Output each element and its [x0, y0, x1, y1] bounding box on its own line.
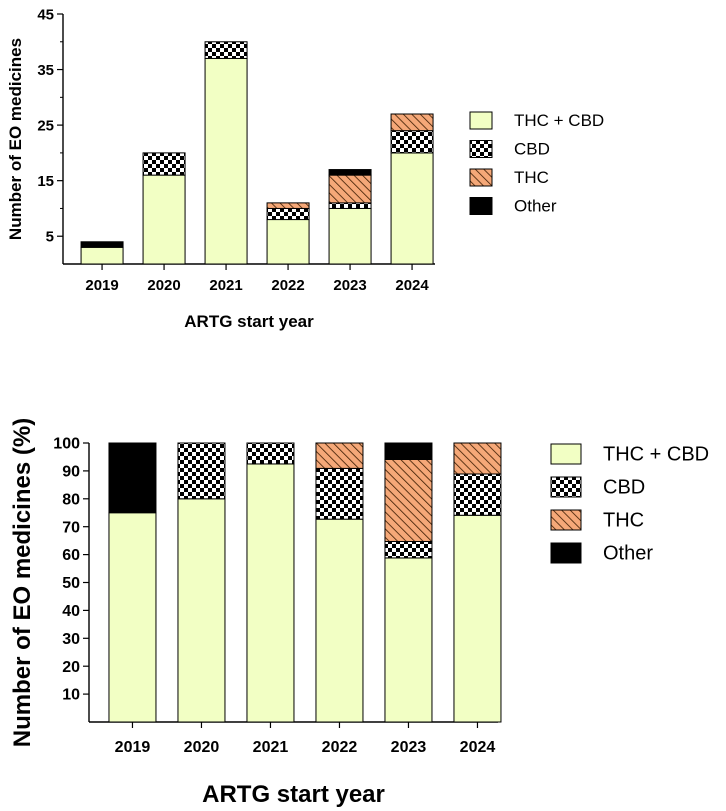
top-bar-2023-cbd: [328, 202, 372, 209]
bottom-legend-label-other: Other: [603, 542, 653, 564]
bottom-bar-2021-thc-cbd: [246, 463, 295, 723]
top-bar-2023-thc: [328, 174, 372, 204]
top-y-tick-label: 45: [37, 6, 54, 23]
bottom-legend-label-thc: THC: [603, 509, 644, 531]
top-bar-2024-cbd: [390, 130, 434, 154]
bottom-x-axis-title: ARTG start year: [202, 781, 385, 808]
bottom-y-tick-label: 40: [62, 603, 80, 620]
bottom-x-tick-label: 2024: [460, 739, 496, 756]
chart-bottom: 10 20 30 40 50 60 70 80 90 100 2019 2020 2021 2022 202…: [9, 418, 709, 808]
bottom-bar-2024-cbd: [453, 473, 502, 516]
top-legend-swatch-other: [469, 197, 493, 215]
top-bar-2022-thc-cbd: [266, 219, 310, 265]
bottom-bar-2020-cbd: [177, 442, 226, 500]
top-y-axis-title: Number of EO medicines: [6, 38, 25, 240]
bottom-y-tick-label: 70: [62, 519, 80, 536]
top-bar-2024-thc: [390, 113, 434, 132]
top-legend: THC + CBD CBD THC Other: [469, 111, 604, 215]
bottom-y-tick-label: 60: [62, 547, 80, 564]
bottom-bar-2022-cbd: [315, 467, 364, 520]
bottom-bar-2019-other: [108, 442, 157, 514]
top-y-tick-label: 15: [37, 173, 54, 190]
top-x-tick-label: 2021: [209, 277, 242, 294]
bottom-y-tick-label: 90: [62, 464, 80, 481]
bottom-bar-2023-other: [384, 442, 433, 460]
chart-top: 5 15 25 35 45 2019 2020 2021 2022 2023 2024 ARTG st…: [6, 6, 604, 331]
bottom-legend-swatch-cbd: [550, 476, 582, 498]
top-legend-label-thc-cbd: THC + CBD: [514, 111, 604, 130]
bottom-y-tick-label: 80: [62, 491, 80, 508]
bottom-y-tick-label: 20: [62, 659, 80, 676]
bottom-legend-label-cbd: CBD: [603, 476, 645, 498]
bottom-legend-swatch-other: [550, 542, 582, 564]
bottom-bar-2023-thc: [384, 458, 433, 542]
bottom-y-axis-title: Number of EO medicines (%): [9, 418, 36, 747]
top-legend-swatch-cbd: [469, 140, 493, 158]
bottom-legend-swatch-thc-cbd: [550, 443, 582, 465]
bottom-y-tick-label: 50: [62, 575, 80, 592]
top-x-axis-title: ARTG start year: [184, 312, 314, 331]
bottom-bar-2019-thc-cbd: [108, 512, 157, 723]
bottom-bar-2023-thc-cbd: [384, 557, 433, 723]
top-bar-2020-thc-cbd: [142, 174, 186, 265]
top-bar-2024-thc-cbd: [390, 152, 434, 265]
bottom-x-tick-label: 2022: [322, 739, 358, 756]
bottom-bar-2024-thc-cbd: [453, 514, 502, 723]
bottom-bar-2022-thc: [315, 442, 364, 469]
bottom-bar-2020-thc-cbd: [177, 498, 226, 723]
top-legend-label-other: Other: [514, 196, 557, 215]
top-x-tick-label: 2023: [333, 277, 366, 294]
bottom-y-tick-label: 100: [53, 436, 80, 453]
bottom-legend: THC + CBD CBD THC Other: [550, 443, 709, 564]
top-y-tick-label: 35: [37, 62, 54, 79]
top-bar-2019-thc-cbd: [80, 246, 124, 265]
bottom-legend-swatch-thc: [550, 509, 582, 531]
top-bar-2020-cbd: [142, 152, 186, 176]
top-y-tick-label: 5: [46, 228, 54, 245]
bottom-y-tick-label: 30: [62, 631, 80, 648]
bottom-legend-label-thc-cbd: THC + CBD: [603, 443, 709, 465]
top-legend-label-cbd: CBD: [514, 139, 550, 158]
bottom-bar-2024-thc: [453, 442, 502, 475]
top-bar-2023-thc-cbd: [328, 207, 372, 265]
bottom-bar-2023-cbd: [384, 540, 433, 559]
bottom-bar-2021-cbd: [246, 442, 295, 465]
top-legend-swatch-thc-cbd: [469, 111, 493, 130]
bottom-x-tick-label: 2021: [253, 739, 289, 756]
bottom-x-tick-label: 2023: [391, 739, 427, 756]
top-x-tick-label: 2024: [395, 277, 429, 294]
bottom-bar-2022-thc-cbd: [315, 518, 364, 723]
bottom-y-tick-label: 10: [62, 687, 80, 704]
top-x-tick-label: 2020: [147, 277, 180, 294]
top-bar-2023-other: [328, 169, 372, 176]
top-legend-label-thc: THC: [514, 168, 549, 187]
top-bar-2021-thc-cbd: [204, 57, 248, 265]
top-bar-2019-other: [80, 241, 124, 248]
top-legend-swatch-thc: [469, 168, 493, 187]
top-bar-2022-thc: [266, 202, 310, 209]
top-x-tick-label: 2019: [85, 277, 118, 294]
top-y-tick-label: 25: [37, 117, 54, 134]
top-bar-2021-cbd: [204, 41, 248, 59]
top-bar-2022-cbd: [266, 207, 310, 221]
bottom-x-tick-label: 2019: [115, 739, 151, 756]
top-x-tick-label: 2022: [271, 277, 304, 294]
bottom-x-tick-label: 2020: [184, 739, 220, 756]
